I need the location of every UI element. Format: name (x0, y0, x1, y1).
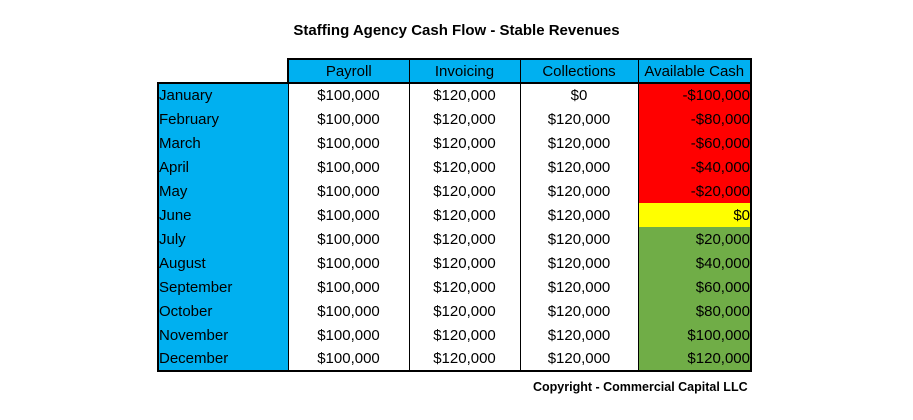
month-cell: January (157, 83, 289, 107)
payroll-cell: $100,000 (287, 347, 410, 372)
available-cash-cell: -$60,000 (637, 131, 752, 155)
invoicing-cell: $120,000 (408, 323, 521, 347)
collections-cell: $120,000 (519, 107, 639, 131)
collections-cell: $120,000 (519, 155, 639, 179)
table-row: April $100,000 $120,000 $120,000 -$40,000 (157, 155, 752, 179)
table-row: March $100,000 $120,000 $120,000 -$60,000 (157, 131, 752, 155)
available-cash-cell: $80,000 (637, 299, 752, 323)
invoicing-cell: $120,000 (408, 299, 521, 323)
available-cash-cell: $120,000 (637, 347, 752, 372)
invoicing-cell: $120,000 (408, 251, 521, 275)
payroll-cell: $100,000 (287, 323, 410, 347)
invoicing-cell: $120,000 (408, 347, 521, 372)
payroll-cell: $100,000 (287, 83, 410, 107)
collections-cell: $120,000 (519, 179, 639, 203)
collections-cell: $120,000 (519, 299, 639, 323)
month-cell: March (157, 131, 289, 155)
table-row: September $100,000 $120,000 $120,000 $60,000 (157, 275, 752, 299)
copyright-footer: Copyright - Commercial Capital LLC (533, 380, 748, 394)
available-cash-cell: $0 (637, 203, 752, 227)
header-invoicing: Invoicing (408, 58, 521, 84)
month-cell: September (157, 275, 289, 299)
month-cell: December (157, 347, 289, 372)
invoicing-cell: $120,000 (408, 83, 521, 107)
table-row: October $100,000 $120,000 $120,000 $80,000 (157, 299, 752, 323)
month-cell: October (157, 299, 289, 323)
table-row: July $100,000 $120,000 $120,000 $20,000 (157, 227, 752, 251)
collections-cell: $120,000 (519, 251, 639, 275)
invoicing-cell: $120,000 (408, 131, 521, 155)
collections-cell: $120,000 (519, 227, 639, 251)
header-available-cash: Available Cash (637, 58, 752, 84)
payroll-cell: $100,000 (287, 299, 410, 323)
cash-flow-table: Payroll Invoicing Collections Available … (157, 58, 752, 372)
available-cash-cell: -$100,000 (637, 83, 752, 107)
available-cash-cell: -$40,000 (637, 155, 752, 179)
table-row: June $100,000 $120,000 $120,000 $0 (157, 203, 752, 227)
header-collections: Collections (519, 58, 639, 84)
collections-cell: $120,000 (519, 323, 639, 347)
invoicing-cell: $120,000 (408, 275, 521, 299)
header-corner (158, 59, 289, 84)
table-row: January $100,000 $120,000 $0 -$100,000 (157, 83, 752, 107)
available-cash-cell: -$80,000 (637, 107, 752, 131)
available-cash-cell: $100,000 (637, 323, 752, 347)
month-cell: November (157, 323, 289, 347)
invoicing-cell: $120,000 (408, 203, 521, 227)
collections-cell: $120,000 (519, 131, 639, 155)
available-cash-cell: $60,000 (637, 275, 752, 299)
header-payroll: Payroll (287, 58, 410, 84)
collections-cell: $0 (519, 83, 639, 107)
month-cell: August (157, 251, 289, 275)
payroll-cell: $100,000 (287, 203, 410, 227)
invoicing-cell: $120,000 (408, 107, 521, 131)
payroll-cell: $100,000 (287, 107, 410, 131)
table-row: December $100,000 $120,000 $120,000 $120,000 (157, 347, 752, 372)
payroll-cell: $100,000 (287, 131, 410, 155)
available-cash-cell: $40,000 (637, 251, 752, 275)
invoicing-cell: $120,000 (408, 179, 521, 203)
table-row: August $100,000 $120,000 $120,000 $40,000 (157, 251, 752, 275)
invoicing-cell: $120,000 (408, 227, 521, 251)
available-cash-cell: -$20,000 (637, 179, 752, 203)
table-row: February $100,000 $120,000 $120,000 -$80,000 (157, 107, 752, 131)
table-row: May $100,000 $120,000 $120,000 -$20,000 (157, 179, 752, 203)
month-cell: July (157, 227, 289, 251)
month-cell: April (157, 155, 289, 179)
table-row: November $100,000 $120,000 $120,000 $100,000 (157, 323, 752, 347)
payroll-cell: $100,000 (287, 155, 410, 179)
invoicing-cell: $120,000 (408, 155, 521, 179)
collections-cell: $120,000 (519, 203, 639, 227)
payroll-cell: $100,000 (287, 227, 410, 251)
month-cell: June (157, 203, 289, 227)
month-cell: February (157, 107, 289, 131)
collections-cell: $120,000 (519, 275, 639, 299)
available-cash-cell: $20,000 (637, 227, 752, 251)
month-cell: May (157, 179, 289, 203)
payroll-cell: $100,000 (287, 275, 410, 299)
table-title: Staffing Agency Cash Flow - Stable Reven… (293, 22, 620, 39)
payroll-cell: $100,000 (287, 179, 410, 203)
collections-cell: $120,000 (519, 347, 639, 372)
header-row: Payroll Invoicing Collections Available … (158, 58, 752, 84)
payroll-cell: $100,000 (287, 251, 410, 275)
